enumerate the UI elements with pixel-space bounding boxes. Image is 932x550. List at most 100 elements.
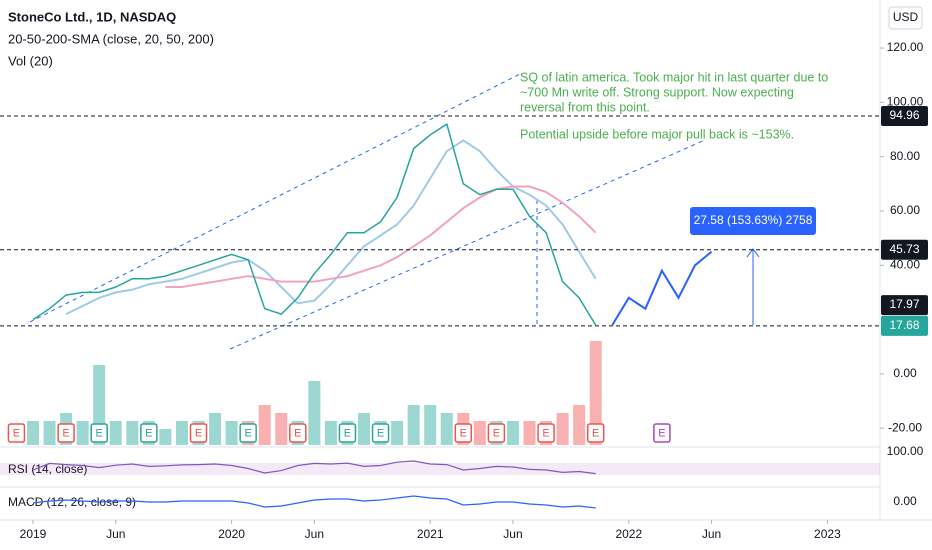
- level-label: 17.68: [889, 318, 919, 332]
- channel-lower: [229, 139, 706, 350]
- x-tick-label: Jun: [106, 527, 125, 541]
- volume-bar: [589, 341, 602, 445]
- annotation: reversal from this point.: [520, 100, 650, 114]
- level-label: 94.96: [889, 108, 919, 122]
- earnings-marker: [289, 423, 307, 443]
- x-tick-label: 2022: [615, 527, 642, 541]
- volume-bar: [225, 421, 238, 445]
- x-tick-label: Jun: [702, 527, 721, 541]
- volume-bar: [424, 405, 437, 445]
- earnings-marker: [586, 423, 605, 443]
- last-price-label: 17.97: [889, 297, 919, 311]
- sma-line: [165, 185, 597, 288]
- x-tick-label: 2021: [417, 527, 444, 541]
- level-box: [881, 315, 928, 336]
- earnings-label: E: [244, 427, 251, 439]
- earnings-label: E: [460, 427, 467, 439]
- volume-bar: [573, 405, 586, 445]
- volume-bar: [258, 405, 271, 445]
- macd-tick-label: 0.00: [893, 494, 917, 508]
- volume-bar: [275, 413, 288, 445]
- projection-line: [611, 250, 713, 326]
- measure-box: [690, 207, 816, 235]
- volume-label: Vol (20): [8, 53, 53, 68]
- earnings-marker: [189, 423, 208, 443]
- volume-bar: [76, 421, 89, 445]
- earnings-marker: [487, 423, 506, 443]
- volume-bar: [109, 421, 122, 445]
- earnings-marker: [140, 423, 158, 443]
- level-label: 45.73: [889, 242, 919, 256]
- volume-bar: [308, 381, 321, 445]
- indicator-label: 20-50-200-SMA (close, 20, 50, 200): [8, 31, 214, 46]
- earnings-label: E: [96, 427, 103, 439]
- earnings-label: E: [658, 427, 665, 439]
- earnings-label: E: [542, 427, 549, 439]
- earnings-label: E: [294, 427, 301, 439]
- volume-bar: [43, 421, 56, 445]
- earnings-label: E: [13, 427, 20, 439]
- x-tick-label: 2023: [814, 527, 841, 541]
- annotation: SQ of latin america. Took major hit in l…: [520, 70, 828, 84]
- earnings-label: E: [592, 427, 599, 439]
- earnings-marker: [537, 423, 555, 443]
- earnings-label: E: [145, 427, 152, 439]
- earnings-marker: [239, 423, 257, 443]
- macd-line: [32, 495, 596, 509]
- volume-bar: [27, 421, 39, 445]
- volume-bar: [358, 413, 370, 445]
- x-tick-label: Jun: [305, 527, 324, 541]
- last-price-box: [881, 295, 928, 316]
- volume-bar: [324, 421, 337, 445]
- volume-bar: [523, 421, 536, 445]
- x-tick-label: Jun: [503, 527, 522, 541]
- earnings-marker: [338, 423, 357, 443]
- earnings-marker: [454, 423, 473, 443]
- volume-bar: [159, 429, 172, 445]
- earnings-label: E: [62, 427, 69, 439]
- volume-bar: [473, 421, 486, 445]
- macd-label: MACD (12, 26, close, 9): [8, 495, 136, 509]
- earnings-marker: [90, 423, 108, 443]
- sma-line: [65, 139, 597, 315]
- channel-upper: [29, 73, 521, 323]
- rsi-label: RSI (14, close): [8, 462, 87, 476]
- volume-bar: [506, 421, 519, 445]
- y-tick-label: 60.00: [890, 203, 920, 217]
- volume-bar: [407, 405, 420, 445]
- price-line: [32, 122, 597, 326]
- earnings-marker: [371, 423, 390, 443]
- earnings-marker: [57, 423, 75, 443]
- volume-bar: [391, 421, 404, 445]
- earnings-marker: [7, 423, 26, 443]
- level-box: [881, 239, 928, 260]
- earnings-label: E: [195, 427, 202, 439]
- earnings-label: E: [377, 427, 384, 439]
- x-tick-label: 2020: [218, 527, 245, 541]
- volume-bar: [556, 413, 569, 445]
- annotation: ~700 Mn write off. Strong support. Now e…: [520, 85, 794, 99]
- y-tick-label: 0.00: [893, 366, 917, 380]
- volume-bar: [175, 421, 188, 445]
- y-tick-label: 80.00: [890, 149, 920, 163]
- earnings-label: E: [344, 427, 351, 439]
- volume-bar: [440, 413, 453, 445]
- currency-button[interactable]: [888, 6, 923, 30]
- currency[interactable]: USD: [893, 10, 919, 24]
- earnings-marker: [653, 423, 671, 443]
- rsi-band: [0, 463, 880, 475]
- volume-bar: [209, 413, 222, 445]
- rsi-tick-label: 100.00: [887, 444, 924, 458]
- y-tick-label: -20.00: [888, 420, 922, 434]
- y-tick-label: 100.00: [887, 95, 924, 109]
- volume-bar: [126, 421, 139, 445]
- measure-arrowhead: [746, 248, 760, 258]
- rsi-line: [32, 460, 596, 475]
- earnings-label: E: [493, 427, 500, 439]
- y-tick-label: 120.00: [887, 40, 924, 54]
- level-box: [881, 106, 928, 127]
- measure-label: 27.58 (153.63%) 2758: [694, 213, 813, 227]
- annotation: Potential upside before major pull back …: [520, 127, 794, 141]
